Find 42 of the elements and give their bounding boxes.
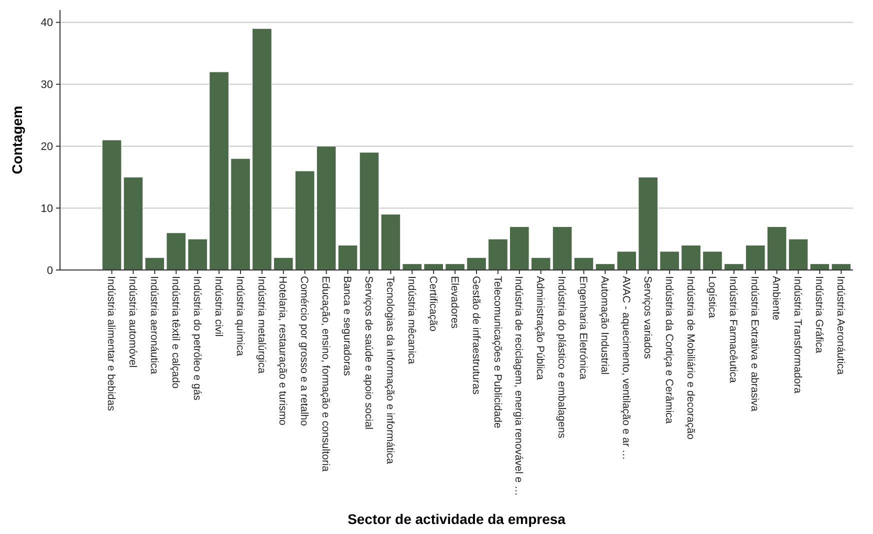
x-tick-label: Indústria da Cortiça e Cerâmica	[662, 276, 675, 424]
x-tick-label: Indústria de reciclagem, energia renovável e …	[512, 276, 525, 496]
x-tick-label: Serviços variados	[641, 276, 654, 359]
x-tick-label: Indústria automóvel	[126, 276, 139, 368]
x-tick-label: Indústria civil	[212, 276, 224, 337]
x-tick-label: Indústria aeronáutica	[148, 276, 160, 374]
x-tick-label: Indústria do plástico e embalagens	[556, 276, 568, 438]
x-tick-label: Indústria Transformadora	[792, 276, 804, 394]
y-tick-label: 40	[40, 17, 53, 30]
x-tick-label: Indústria Farmacêutica	[727, 276, 740, 383]
x-tick-label: Indústria têxtil e calçado	[169, 276, 182, 389]
x-tick-label: Banca e seguradoras	[341, 276, 354, 376]
y-tick-label: 10	[40, 202, 53, 215]
x-tick-label: Indústria Aeronáutica	[834, 276, 847, 375]
x-tick-label: Hotelaria, restauração e turismo	[276, 276, 289, 426]
x-tick-label: Indústria de Mobiliário e decoração	[684, 276, 696, 440]
x-tick-label: Telecomunicações e Publicidade	[491, 276, 504, 429]
x-tick-label: Automação Industrial	[598, 276, 611, 375]
x-tick-label: Ambiente	[770, 276, 782, 321]
x-tick-label: AVAC - aquecimento, ventilação e ar …	[620, 276, 632, 460]
x-tick-label: Educação, ensino, formação e consultoria	[320, 276, 332, 472]
y-tick-label: 0	[46, 264, 53, 277]
x-tick-label: Indústria mêcanica	[405, 276, 418, 364]
y-tick-label: 30	[40, 79, 53, 92]
y-tick-label: 20	[40, 141, 53, 154]
x-tick-label: Serviços de saúde e apoio social	[362, 276, 375, 430]
x-tick-label: Engenharia Eletrónica	[577, 276, 590, 380]
x-tick-label: Certificação	[426, 276, 439, 332]
x-tick-label: Indústria metalúrgica	[255, 276, 268, 374]
x-tick-label: Administração Pública	[534, 276, 546, 380]
x-tick-label: Tecnologias da informação e informática	[384, 276, 396, 464]
x-tick-label: Indústria alimentar e bebidas	[105, 276, 118, 411]
x-tick-label: Indústria do petróleo e gás	[190, 276, 203, 400]
x-tick-label: Comércio por grosso e a retalho	[298, 276, 310, 426]
x-tick-label: Gestão de infraestruturas	[470, 276, 482, 394]
y-axis-title: Contagem	[9, 106, 25, 174]
x-tick-label: Indústria Extrativa e abrasiva	[748, 276, 761, 412]
x-axis-title: Sector de actividade da empresa	[348, 511, 566, 527]
x-tick-label: Elevadores	[448, 276, 460, 329]
x-tick-label: Indústria química	[234, 276, 246, 356]
x-tick-label: Logística	[706, 276, 718, 318]
x-tick-label: Indústria Gráfica	[813, 276, 826, 354]
